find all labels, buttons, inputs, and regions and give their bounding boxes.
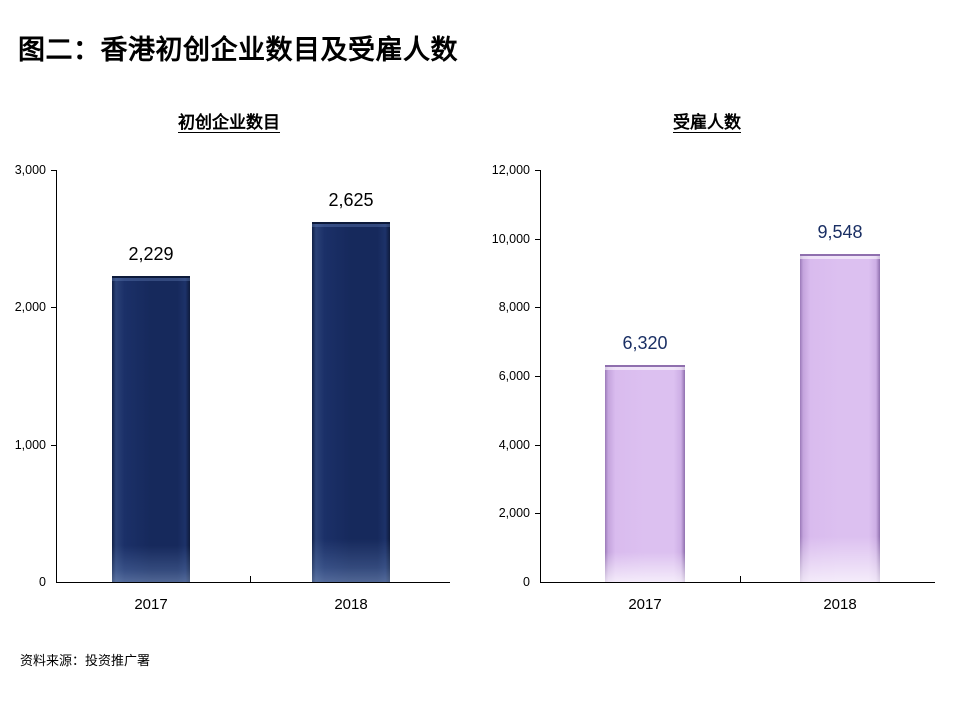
y-axis-label: 3,000 (14, 163, 46, 177)
page-title: 图二：香港初创企业数目及受雇人数 (18, 35, 458, 65)
y-axis-label: 2,000 (14, 300, 46, 315)
source-note: 资料来源：投资推广署 (20, 653, 151, 668)
y-axis-label: 4,000 (498, 437, 530, 452)
x-axis-line (56, 582, 450, 583)
y-axis-tick (535, 170, 540, 171)
y-axis-label: 6,000 (498, 369, 530, 383)
y-axis-tick (535, 513, 540, 515)
x-axis-category-label: 2018 (334, 596, 368, 613)
x-axis-tick (250, 576, 251, 582)
y-axis-label: 8,000 (498, 300, 530, 315)
y-axis-label: 12,000 (491, 163, 530, 177)
left-plot-area: 0 1,000 2,000 3,000 2,229 2017 2,625 2018 (0, 150, 470, 620)
y-axis-tick (535, 307, 540, 309)
left-chart-subtitle: 初创企业数目 (178, 113, 280, 132)
x-axis-category-label: 2018 (823, 596, 857, 613)
y-axis-line (540, 170, 541, 582)
y-axis-label: 0 (523, 575, 530, 589)
y-axis-tick (51, 307, 56, 309)
y-axis-line (56, 170, 57, 582)
y-axis-label: 2,000 (498, 506, 530, 521)
left-chart-panel: 0 1,000 2,000 3,000 2,229 2017 2,625 2018 (0, 150, 470, 620)
bar-value-label: 2,229 (128, 243, 174, 264)
y-axis-label: 0 (39, 575, 46, 589)
right-chart-subtitle: 受雇人数 (673, 113, 741, 132)
x-axis-line (540, 582, 935, 583)
bar-value-label: 9,548 (817, 222, 863, 243)
y-axis-tick (535, 444, 540, 446)
y-axis-tick (535, 238, 540, 240)
y-axis-tick (535, 376, 540, 377)
y-axis-tick (51, 444, 56, 446)
bar-value-label: 6,320 (622, 333, 668, 353)
right-chart-panel: 0 2,000 4,000 6,000 8,000 10,000 12,000 6,320 20… (485, 150, 960, 620)
bar-2017 (112, 275, 190, 582)
y-axis-label: 1,000 (14, 437, 46, 452)
bar-value-label: 2,625 (328, 189, 374, 210)
x-axis-tick (740, 576, 741, 582)
y-axis-label: 10,000 (491, 231, 530, 246)
x-axis-category-label: 2017 (628, 596, 662, 613)
bar-2018 (312, 221, 390, 582)
bar-2017 (605, 365, 685, 582)
right-plot-area: 0 2,000 4,000 6,000 8,000 10,000 12,000 6,320 20… (485, 150, 960, 620)
x-axis-category-label: 2017 (134, 596, 168, 613)
y-axis-tick (51, 170, 56, 171)
bar-2018 (800, 254, 880, 582)
